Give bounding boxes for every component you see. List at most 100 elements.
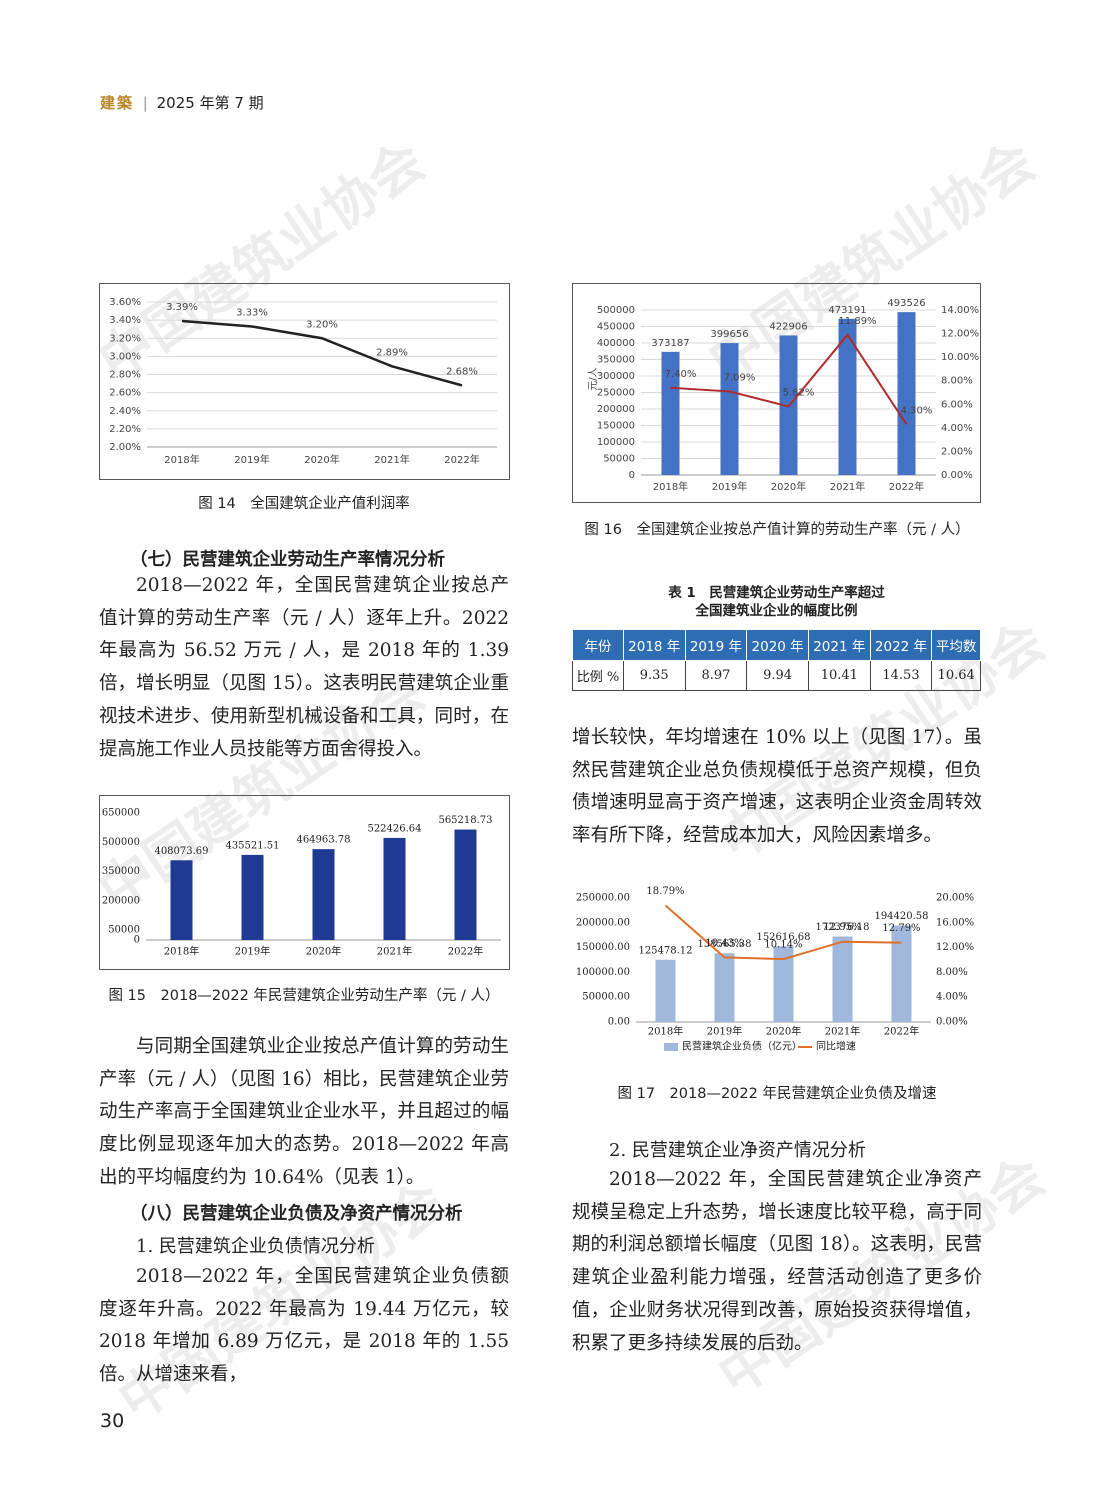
data-label: 3.20% bbox=[306, 319, 338, 330]
legend-label: 同比增速 bbox=[816, 1040, 856, 1053]
y-tick-label: 400000 bbox=[597, 338, 635, 349]
y-tick-label: 300000 bbox=[597, 371, 635, 382]
running-header: 建築 | 2025 年第 7 期 bbox=[100, 92, 264, 113]
x-tick-label: 2019年 bbox=[707, 1025, 742, 1038]
paragraph: 2018—2022 年，全国民营建筑企业净资产规模呈稳定上升态势，增长速度比较平… bbox=[572, 1169, 982, 1354]
x-tick-label: 2020年 bbox=[306, 945, 341, 958]
legend-swatch bbox=[664, 1043, 678, 1051]
data-label: 3.39% bbox=[166, 302, 198, 313]
data-label: 11.89% bbox=[838, 316, 876, 327]
table-header-cell: 年份 bbox=[572, 629, 624, 661]
y2-tick-label: 2.00% bbox=[941, 446, 973, 457]
line bbox=[181, 319, 463, 387]
data-label: 399656 bbox=[710, 329, 748, 340]
data-label: 435521.51 bbox=[225, 840, 279, 851]
figure-caption: 图 16 全国建筑企业按总产值计算的劳动生产率（元 / 人） bbox=[584, 522, 970, 538]
separator: | bbox=[142, 94, 148, 112]
data-label: 522426.64 bbox=[367, 823, 421, 834]
y2-tick-label: 8.00% bbox=[936, 967, 968, 978]
table-title-line: 表 1 民营建筑企业劳动生产率超过 bbox=[668, 585, 885, 601]
bar bbox=[661, 351, 680, 475]
x-tick-label: 2019年 bbox=[234, 453, 269, 466]
paragraph: 与同期全国建筑业企业按总产值计算的劳动生产率（元 / 人）（见图 16）相比，民… bbox=[99, 1036, 509, 1188]
y-tick-label: 50000.00 bbox=[582, 992, 630, 1003]
x-tick-label: 2019年 bbox=[235, 945, 270, 958]
y-tick-label: 250000 bbox=[597, 388, 635, 399]
chart: 0 50000 100000 150000 200000 250000 300000 3500… bbox=[572, 283, 981, 503]
data-label: 464963.78 bbox=[296, 835, 350, 846]
data-label: 125478.12 bbox=[638, 945, 692, 956]
y-tick-label: 100000.00 bbox=[576, 967, 630, 978]
bar bbox=[241, 854, 264, 940]
y-tick-label: 0 bbox=[629, 470, 635, 481]
table-cell: 8.97 bbox=[684, 660, 748, 691]
section-heading: （八）民营建筑企业负债及净资产情况分析 bbox=[130, 1204, 463, 1224]
legend-label: 民营建筑企业负债（亿元） bbox=[682, 1040, 802, 1053]
data-label: 7.40% bbox=[665, 369, 697, 380]
y-tick-label: 450000 bbox=[597, 322, 635, 333]
y-tick-label: 0.00 bbox=[608, 1017, 630, 1028]
table-header-cell: 2019 年 bbox=[684, 629, 748, 661]
bar bbox=[897, 312, 916, 475]
y-tick-label: 150000.00 bbox=[576, 942, 630, 953]
data-label: 493526 bbox=[887, 298, 925, 309]
data-label: 4.30% bbox=[901, 405, 933, 416]
table-row: 比例 % 9.35 8.97 9.94 10.41 14.53 10.64 bbox=[572, 660, 981, 691]
y-axis-label: 元/人 bbox=[587, 367, 599, 390]
y-tick-label: 150000 bbox=[597, 421, 635, 432]
y-tick-label: 2.60% bbox=[109, 388, 141, 399]
brand: 建築 bbox=[100, 94, 135, 112]
y-tick-label: 500000 bbox=[102, 837, 140, 848]
y-tick-label: 50000 bbox=[108, 925, 140, 936]
data-label: 373187 bbox=[651, 338, 689, 349]
data-label: 10.14% bbox=[764, 940, 802, 951]
table-cell: 10.64 bbox=[931, 660, 981, 691]
y2-tick-label: 4.00% bbox=[936, 992, 968, 1003]
y-tick-label: 3.40% bbox=[109, 315, 141, 326]
x-tick-label: 2019年 bbox=[712, 480, 747, 493]
bar bbox=[773, 946, 794, 1022]
table-cell: 9.94 bbox=[746, 660, 809, 691]
bar bbox=[832, 936, 853, 1022]
x-tick-label: 2021年 bbox=[830, 480, 865, 493]
line bbox=[670, 333, 908, 425]
x-tick-label: 2018年 bbox=[164, 945, 199, 958]
y-tick-label: 2.40% bbox=[109, 406, 141, 417]
y-tick-label: 100000 bbox=[597, 437, 635, 448]
y-tick-label: 50000 bbox=[603, 454, 635, 465]
chart: 2.00% 2.20% 2.40% 2.60% 2.80% 3.00% 3.20% 3.40%… bbox=[99, 283, 510, 480]
y-tick-label: 650000 bbox=[102, 808, 140, 819]
data-label: 138565.38 bbox=[697, 939, 751, 950]
table-header-cell: 平均数 bbox=[931, 629, 981, 661]
x-tick-label: 2022年 bbox=[889, 480, 924, 493]
table-body: 比例 % 9.35 8.97 9.94 10.41 14.53 10.64 bbox=[572, 660, 981, 691]
x-tick-label: 2018年 bbox=[164, 453, 199, 466]
y-tick-label: 3.20% bbox=[109, 333, 141, 344]
paragraph: 增长较快，年均增速在 10% 以上（见图 17）。虽然民营建筑企业总负债规模低于… bbox=[572, 727, 982, 847]
table-header-cell: 2018 年 bbox=[622, 629, 686, 661]
y2-tick-label: 14.00% bbox=[941, 305, 979, 316]
y-tick-label: 200000 bbox=[102, 895, 140, 906]
line bbox=[664, 904, 902, 961]
table-title: 表 1 民营建筑企业劳动生产率超过 全国建筑业企业的幅度比例 bbox=[572, 584, 981, 620]
table-header-cell: 2022 年 bbox=[869, 629, 933, 661]
figure-caption: 图 14 全国建筑企业产值利润率 bbox=[198, 496, 410, 512]
y2-tick-label: 0.00% bbox=[936, 1017, 968, 1028]
y2-tick-label: 4.00% bbox=[941, 423, 973, 434]
y2-tick-label: 12.00% bbox=[941, 329, 979, 340]
data-label: 12.95% bbox=[823, 922, 861, 933]
y-tick-label: 0 bbox=[134, 935, 140, 946]
data-label: 172376.18 bbox=[815, 922, 869, 933]
y-tick-label: 3.60% bbox=[109, 297, 141, 308]
bar bbox=[170, 860, 193, 940]
table-cell: 14.53 bbox=[869, 660, 933, 691]
bar bbox=[454, 829, 477, 940]
bar bbox=[891, 925, 912, 1022]
sub-heading: 1. 民营建筑企业负债情况分析 bbox=[136, 1236, 375, 1257]
y-tick-label: 200000 bbox=[597, 404, 635, 415]
data-label: 5.82% bbox=[783, 387, 815, 398]
x-tick-label: 2022年 bbox=[884, 1025, 919, 1038]
bar bbox=[714, 953, 735, 1022]
